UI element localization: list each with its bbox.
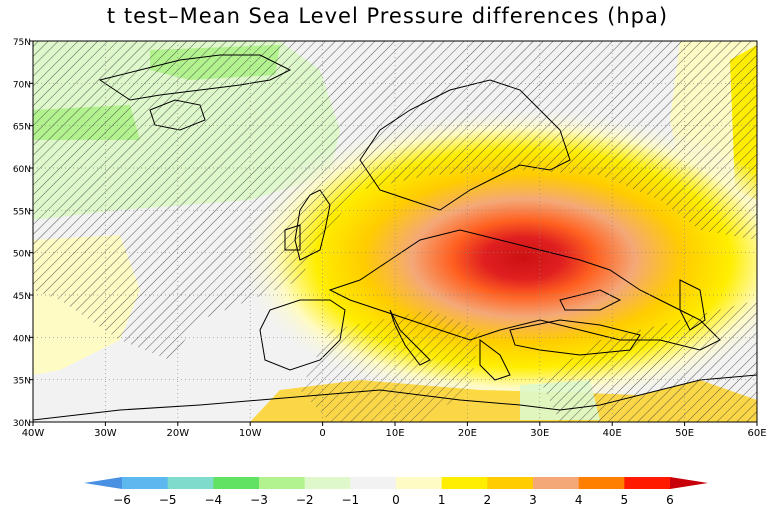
figure-title: t test–Mean Sea Level Pressure differenc… — [106, 4, 669, 28]
lat-tick-label: 40N — [13, 334, 31, 344]
greenland-coast — [98, 54, 292, 101]
lat-tick-label: 65N — [13, 123, 31, 133]
colorbar-segment — [441, 477, 488, 489]
britain-coast — [294, 189, 331, 261]
lon-tick-label: 10E — [385, 428, 404, 439]
colorbar-segment — [350, 477, 397, 489]
axis-ticks — [29, 40, 758, 426]
colorbar-segment — [396, 477, 443, 489]
lon-tick-label: 20W — [166, 428, 189, 439]
colorbar-segment — [578, 477, 625, 489]
lon-tick-label: 40E — [603, 428, 622, 439]
significance-hatching-north — [33, 41, 757, 360]
lat-tick-label: 60N — [13, 165, 31, 175]
lon-tick-label: 60E — [747, 428, 766, 439]
lat-tick-label: 75N — [13, 38, 31, 48]
lon-tick-label: 40W — [22, 428, 45, 439]
significance-hatching-south — [300, 310, 480, 422]
latitude-axis: 30N 35N 40N 45N 50N 55N 60N 65N 70N 75N — [13, 38, 31, 429]
lat-tick-label: 70N — [13, 80, 31, 90]
longitude-axis: 40W 30W 20W 10W 0 10E 20E 30E 40E 50E 60E — [22, 428, 767, 439]
colorbar-segment — [122, 477, 169, 489]
colorbar-segment — [259, 477, 306, 489]
lat-tick-label: 35N — [13, 377, 31, 387]
black-sea-coast — [559, 289, 622, 311]
colorbar-label: −3 — [250, 493, 268, 507]
iceland-coast — [149, 99, 206, 131]
caspian-sea-coast — [679, 279, 706, 331]
colorbar-segment — [624, 477, 671, 489]
continental-coast — [328, 229, 721, 351]
lon-tick-label: 50E — [675, 428, 694, 439]
lon-tick-label: 30W — [94, 428, 117, 439]
colorbar-label: 0 — [392, 493, 400, 507]
turkey-coast — [509, 319, 641, 356]
scandinavia-coast — [359, 79, 571, 211]
coastlines — [33, 54, 757, 421]
colorbar-label: 6 — [666, 493, 674, 507]
colorbar-segment — [213, 477, 260, 489]
iberia-coast — [259, 299, 346, 371]
gridlines — [33, 41, 757, 422]
colorbar-label: 3 — [529, 493, 537, 507]
colorbar-max-arrow — [670, 477, 708, 489]
lat-tick-label: 55N — [13, 207, 31, 217]
map-plot-area — [33, 41, 757, 422]
north-africa-coast — [33, 374, 757, 421]
lat-tick-label: 45N — [13, 292, 31, 302]
lon-tick-label: 0 — [319, 428, 325, 439]
colorbar-segment — [304, 477, 351, 489]
colorbar-label: −5 — [159, 493, 177, 507]
lon-tick-label: 10W — [239, 428, 262, 439]
colorbar-segment — [533, 477, 580, 489]
colorbar-label: −4 — [204, 493, 222, 507]
colorbar-label: 2 — [484, 493, 492, 507]
greece-coast — [479, 339, 511, 381]
lon-tick-label: 30E — [530, 428, 549, 439]
italy-coast — [389, 309, 431, 366]
colorbar-label: −2 — [296, 493, 314, 507]
colorbar-segment — [487, 477, 534, 489]
colorbar-label: −1 — [341, 493, 359, 507]
colorbar-min-arrow — [84, 477, 122, 489]
colorbar-label: 1 — [438, 493, 446, 507]
colorbar-label: −6 — [113, 493, 131, 507]
ireland-coast — [284, 224, 301, 251]
colorbar-label: 4 — [575, 493, 583, 507]
lat-tick-label: 50N — [13, 250, 31, 260]
colorbar: −6 −5 −4 −3 −2 −1 0 1 2 3 4 5 6 — [84, 477, 708, 507]
colorbar-segment — [167, 477, 214, 489]
colorbar-label: 5 — [621, 493, 629, 507]
significance-hatching-southeast — [540, 300, 757, 422]
lon-tick-label: 20E — [458, 428, 477, 439]
lat-tick-label: 30N — [13, 419, 31, 429]
